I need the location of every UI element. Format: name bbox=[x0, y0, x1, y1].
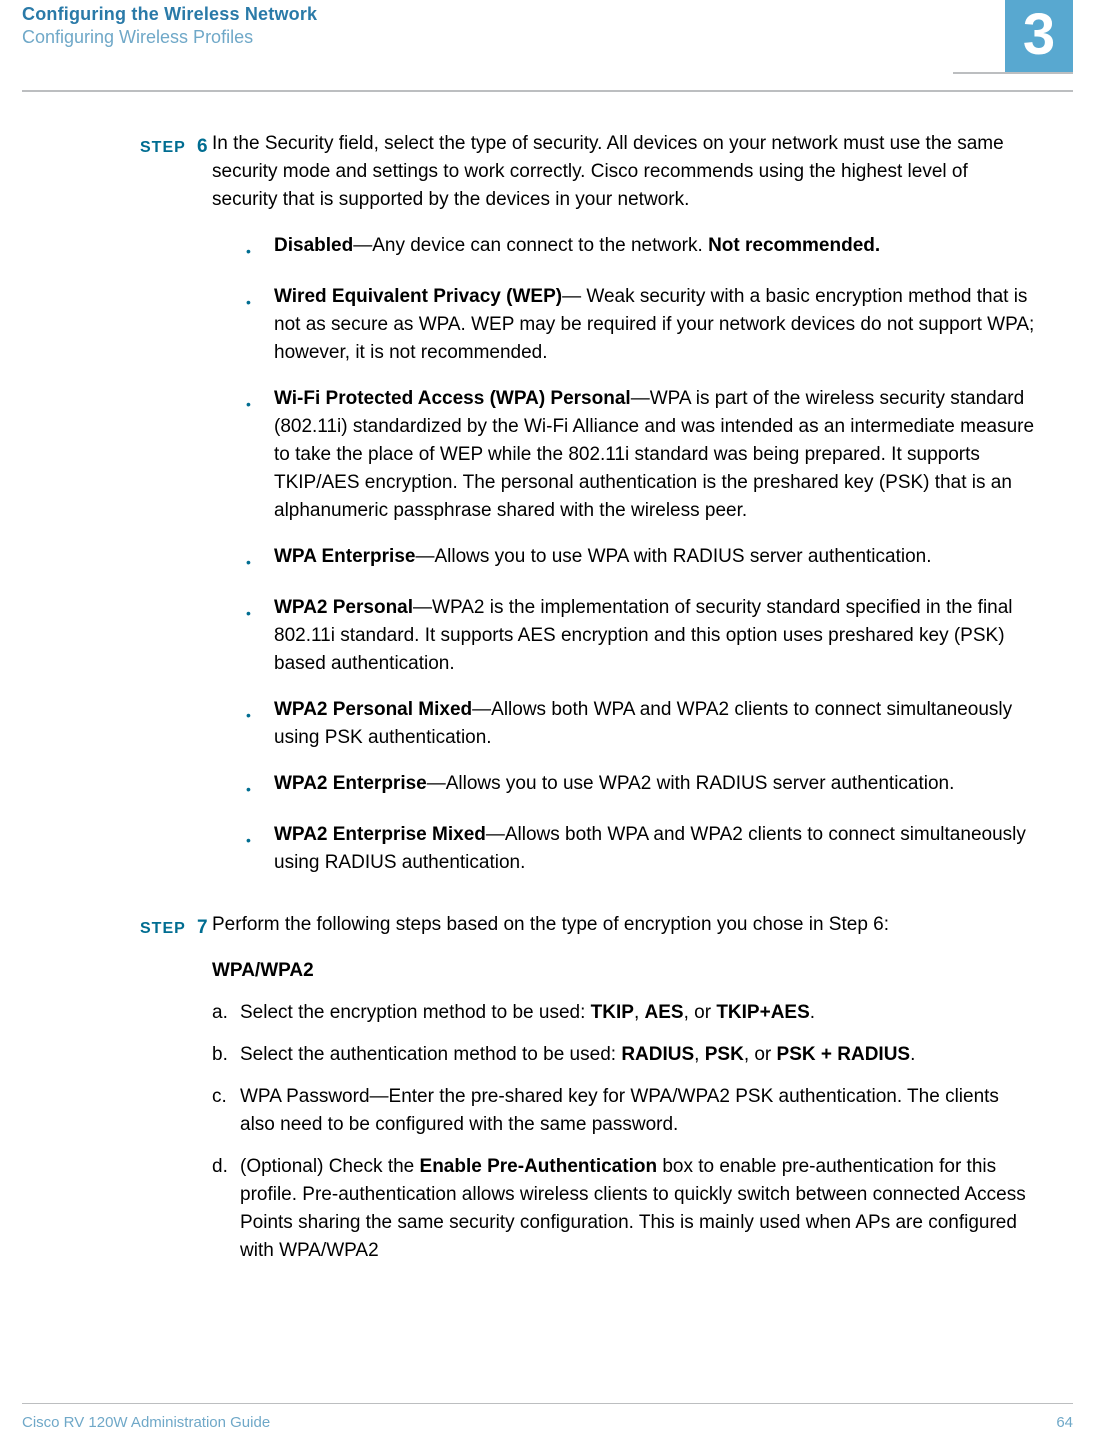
header-rule bbox=[22, 90, 1073, 92]
term-wpa2-enterprise: WPA2 Enterprise bbox=[274, 773, 427, 794]
chapter-number-badge: 3 bbox=[1005, 0, 1073, 72]
footer-doc-title: Cisco RV 120W Administration Guide bbox=[22, 1414, 270, 1431]
page-footer: Cisco RV 120W Administration Guide 64 bbox=[22, 1403, 1073, 1431]
header-subtitle: Configuring Wireless Profiles bbox=[22, 27, 1095, 48]
term-wpa-enterprise: WPA Enterprise bbox=[274, 546, 415, 567]
bullet-mark-icon: • bbox=[246, 543, 274, 576]
term-wep: Wired Equivalent Privacy (WEP) bbox=[274, 286, 562, 307]
term-wpa2-personal-mixed: WPA2 Personal Mixed bbox=[274, 699, 472, 720]
security-options-list: • Disabled—Any device can connect to the… bbox=[246, 232, 1035, 877]
step-6-intro: In the Security field, select the type o… bbox=[212, 130, 1035, 214]
bullet-wpa2-enterprise: • WPA2 Enterprise—Allows you to use WPA2… bbox=[246, 770, 1035, 803]
step-7-intro: Perform the following steps based on the… bbox=[212, 911, 1035, 939]
subheading-wpa: WPA/WPA2 bbox=[212, 957, 1035, 985]
bullet-mark-icon: • bbox=[246, 385, 274, 525]
content-area: STEP 6 In the Security field, select the… bbox=[140, 130, 1035, 1295]
bullet-wpa2-personal: • WPA2 Personal—WPA2 is the implementati… bbox=[246, 594, 1035, 678]
bullet-mark-icon: • bbox=[246, 283, 274, 367]
header-rule-upper bbox=[953, 72, 1073, 74]
bullet-disabled: • Disabled—Any device can connect to the… bbox=[246, 232, 1035, 265]
bullet-mark-icon: • bbox=[246, 696, 274, 752]
page: Configuring the Wireless Network Configu… bbox=[0, 0, 1095, 1453]
term-disabled: Disabled bbox=[274, 235, 353, 256]
step-label: STEP 6 bbox=[140, 130, 212, 895]
substep-c: c. WPA Password—Enter the pre-shared key… bbox=[212, 1083, 1035, 1139]
step-6: STEP 6 In the Security field, select the… bbox=[140, 130, 1035, 895]
bullet-wpa2-personal-mixed: • WPA2 Personal Mixed—Allows both WPA an… bbox=[246, 696, 1035, 752]
substep-b: b. Select the authentication method to b… bbox=[212, 1041, 1035, 1069]
bullet-wpa-enterprise: • WPA Enterprise—Allows you to use WPA w… bbox=[246, 543, 1035, 576]
step-7-body: Perform the following steps based on the… bbox=[212, 911, 1035, 1279]
bullet-wpa2-enterprise-mixed: • WPA2 Enterprise Mixed—Allows both WPA … bbox=[246, 821, 1035, 877]
substep-a: a. Select the encryption method to be us… bbox=[212, 999, 1035, 1027]
step-6-body: In the Security field, select the type o… bbox=[212, 130, 1035, 895]
bullet-mark-icon: • bbox=[246, 594, 274, 678]
bullet-mark-icon: • bbox=[246, 821, 274, 877]
step-7: STEP 7 Perform the following steps based… bbox=[140, 911, 1035, 1279]
bullet-mark-icon: • bbox=[246, 232, 274, 265]
page-header: Configuring the Wireless Network Configu… bbox=[0, 0, 1095, 48]
term-wpa-personal: Wi-Fi Protected Access (WPA) Personal bbox=[274, 388, 631, 409]
bullet-wpa-personal: • Wi-Fi Protected Access (WPA) Personal—… bbox=[246, 385, 1035, 525]
bullet-wep: • Wired Equivalent Privacy (WEP)— Weak s… bbox=[246, 283, 1035, 367]
term-wpa2-enterprise-mixed: WPA2 Enterprise Mixed bbox=[274, 824, 486, 845]
step-label: STEP 7 bbox=[140, 911, 212, 1279]
header-title: Configuring the Wireless Network bbox=[22, 4, 1095, 25]
footer-page-number: 64 bbox=[1056, 1414, 1073, 1431]
footer-rule bbox=[22, 1403, 1073, 1404]
bullet-mark-icon: • bbox=[246, 770, 274, 803]
term-wpa2-personal: WPA2 Personal bbox=[274, 597, 413, 618]
substep-d: d. (Optional) Check the Enable Pre-Authe… bbox=[212, 1153, 1035, 1265]
